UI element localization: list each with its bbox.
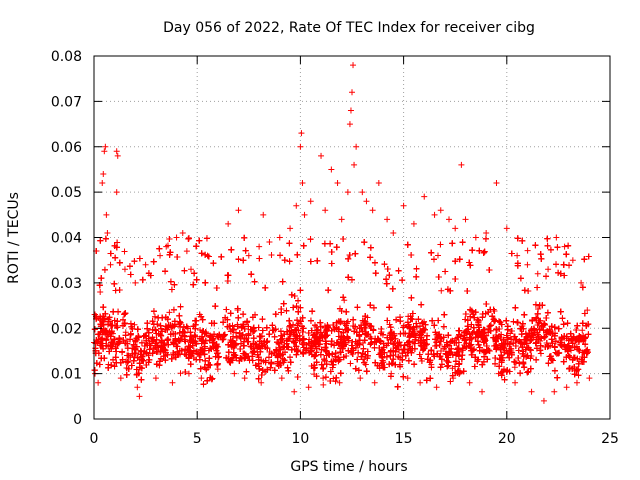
data-point-marker: [341, 297, 348, 304]
data-points: [91, 62, 593, 404]
grid-lines: [94, 56, 610, 419]
data-point-marker: [579, 327, 586, 334]
chart-title: Day 056 of 2022, Rate Of TEC Index for r…: [163, 20, 535, 36]
data-point-marker: [320, 381, 327, 388]
data-point-marker: [268, 252, 275, 259]
data-point-marker: [438, 287, 445, 294]
data-point-marker: [437, 347, 444, 354]
data-point-marker: [166, 309, 173, 316]
data-point-marker: [131, 321, 138, 328]
data-point-marker: [524, 247, 531, 254]
data-point-marker: [177, 370, 184, 377]
data-point-marker: [511, 364, 518, 371]
